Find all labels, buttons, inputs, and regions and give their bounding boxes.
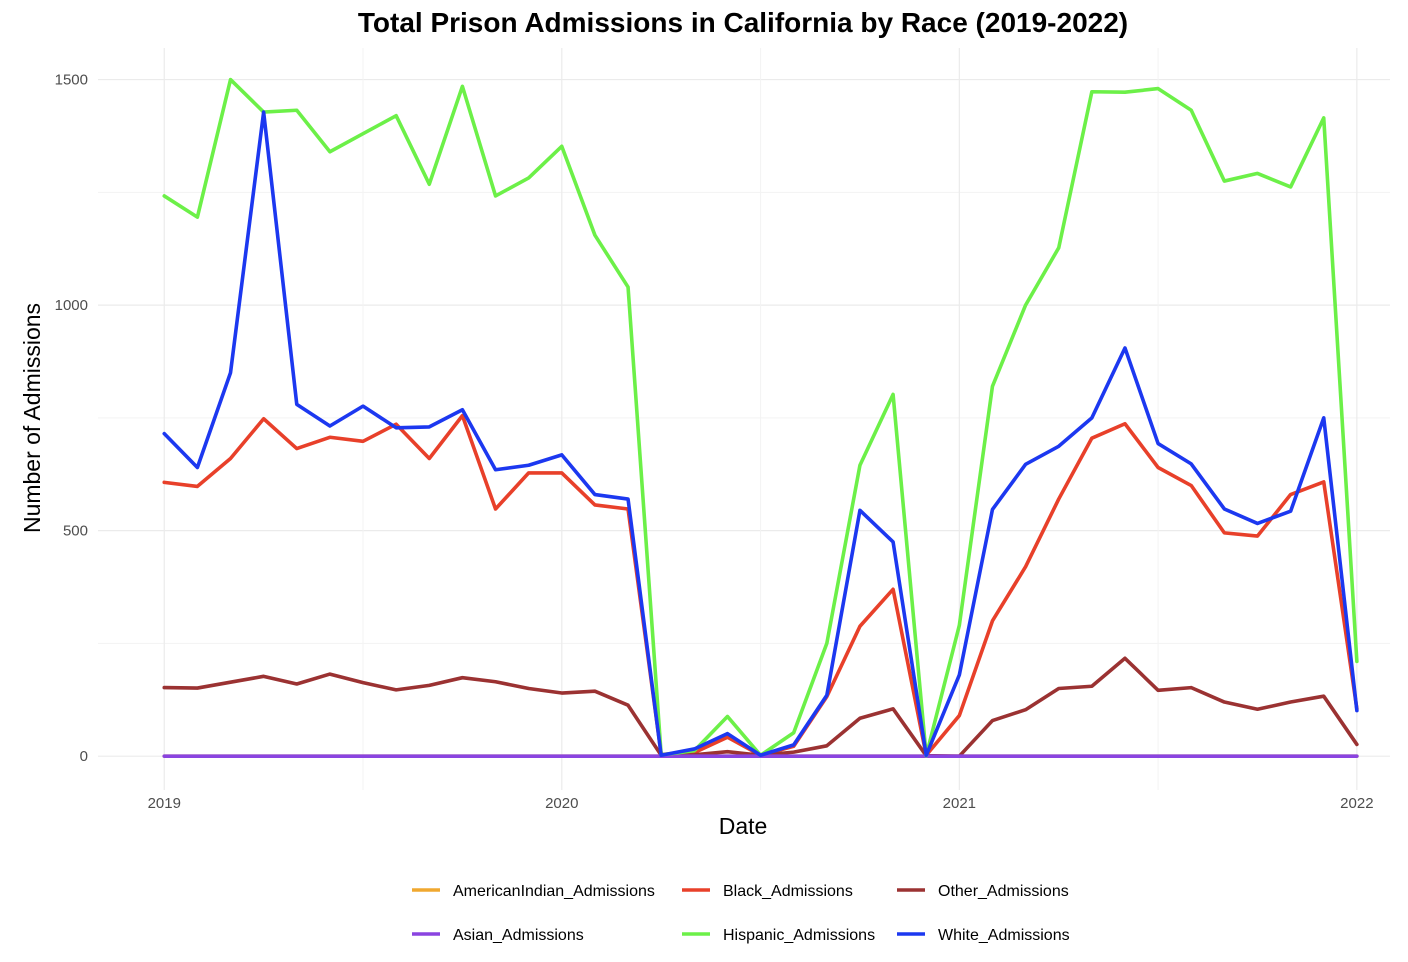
x-axis-ticks: 2019 2020 2021 2022: [148, 795, 1374, 812]
x-tick-label: 2022: [1340, 795, 1373, 812]
legend-item-hispanic-admissions-label: Hispanic_Admissions: [723, 927, 875, 944]
y-axis-title: Number of Admissions: [19, 303, 45, 533]
chart-legend: AmericanIndian_Admissions Black_Admission…: [412, 883, 1070, 944]
chart-title: Total Prison Admissions in California by…: [358, 7, 1128, 38]
y-tick-label: 0: [80, 748, 88, 765]
legend-item-americanindian-admissions-label: AmericanIndian_Admissions: [453, 883, 655, 900]
plot-grid: [98, 48, 1390, 790]
x-tick-label: 2019: [148, 795, 181, 812]
y-tick-label: 500: [63, 523, 88, 540]
legend-item-asian-admissions-label: Asian_Admissions: [453, 927, 584, 944]
y-axis-ticks: 0 500 1000 1500: [55, 72, 88, 766]
legend-item-black-admissions-label: Black_Admissions: [723, 883, 853, 900]
series-lines: [162, 77, 1359, 758]
x-axis-title: Date: [719, 813, 768, 839]
legend-item-other-admissions-label: Other_Admissions: [938, 883, 1069, 900]
y-tick-label: 1500: [55, 72, 88, 89]
x-tick-label: 2020: [545, 795, 578, 812]
x-tick-label: 2021: [943, 795, 976, 812]
legend-item-white-admissions-label: White_Admissions: [938, 927, 1070, 944]
y-tick-label: 1000: [55, 297, 88, 314]
series-line-white-admissions: [162, 110, 1359, 758]
